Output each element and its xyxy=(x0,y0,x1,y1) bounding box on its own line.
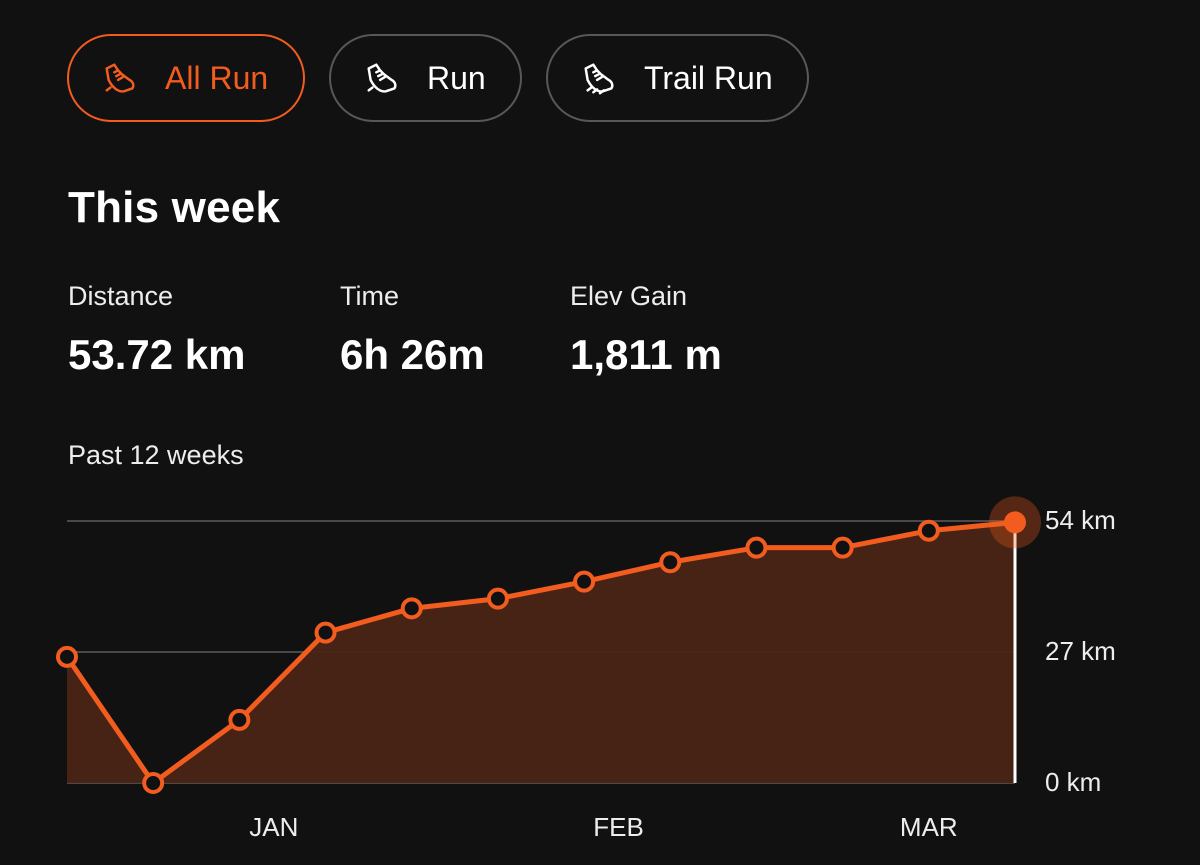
this-week-title: This week xyxy=(68,183,281,232)
data-point xyxy=(573,570,596,593)
x-tick-label-feb: FEB xyxy=(593,812,644,842)
x-tick-label-jan: JAN xyxy=(249,812,299,842)
filter-chip-all-run[interactable]: All Run xyxy=(67,34,305,122)
data-point xyxy=(56,645,78,668)
data-point xyxy=(831,536,854,559)
x-tick-label-mar: MAR xyxy=(899,812,958,842)
y-tick-label-top: 54 km xyxy=(1045,505,1116,535)
running-shoe-icon xyxy=(101,59,139,97)
trail-shoe-icon xyxy=(580,59,618,97)
y-tick-label-bottom: 0 km xyxy=(1045,767,1102,797)
stat-value: 1,811 m xyxy=(570,331,722,378)
stat-value: 6h 26m xyxy=(340,331,485,378)
stat-label: Time xyxy=(340,281,399,311)
filter-chip-label: All Run xyxy=(165,59,269,96)
stat-time: Time 6h 26m xyxy=(340,280,485,378)
stat-value: 53.72 km xyxy=(68,331,246,378)
running-shoe-icon xyxy=(363,59,401,97)
series-line xyxy=(64,519,1018,786)
stat-distance: Distance 53.72 km xyxy=(68,280,245,378)
stat-label: Elev Gain xyxy=(570,281,688,311)
data-point xyxy=(314,621,337,644)
stat-label: Distance xyxy=(68,281,174,311)
filter-chip-run[interactable]: Run xyxy=(329,34,522,122)
highlight-point xyxy=(1004,511,1026,534)
filter-chip-trail-run[interactable]: Trail Run xyxy=(546,34,809,122)
data-point xyxy=(659,551,682,574)
filter-chip-label: Trail Run xyxy=(644,59,773,96)
series-area xyxy=(67,522,1015,783)
data-point xyxy=(486,587,509,610)
activity-filter-group: All Run Run Trail Run xyxy=(67,34,809,122)
data-point xyxy=(142,772,165,794)
data-point xyxy=(917,519,940,542)
stat-elevation-gain: Elev Gain 1,811 m xyxy=(570,280,722,378)
data-point xyxy=(745,536,768,559)
data-point xyxy=(400,597,423,620)
y-tick-label-mid: 27 km xyxy=(1045,636,1116,666)
filter-chip-label: Run xyxy=(427,59,486,96)
data-point xyxy=(228,708,251,731)
chart-title: Past 12 weeks xyxy=(68,440,244,470)
